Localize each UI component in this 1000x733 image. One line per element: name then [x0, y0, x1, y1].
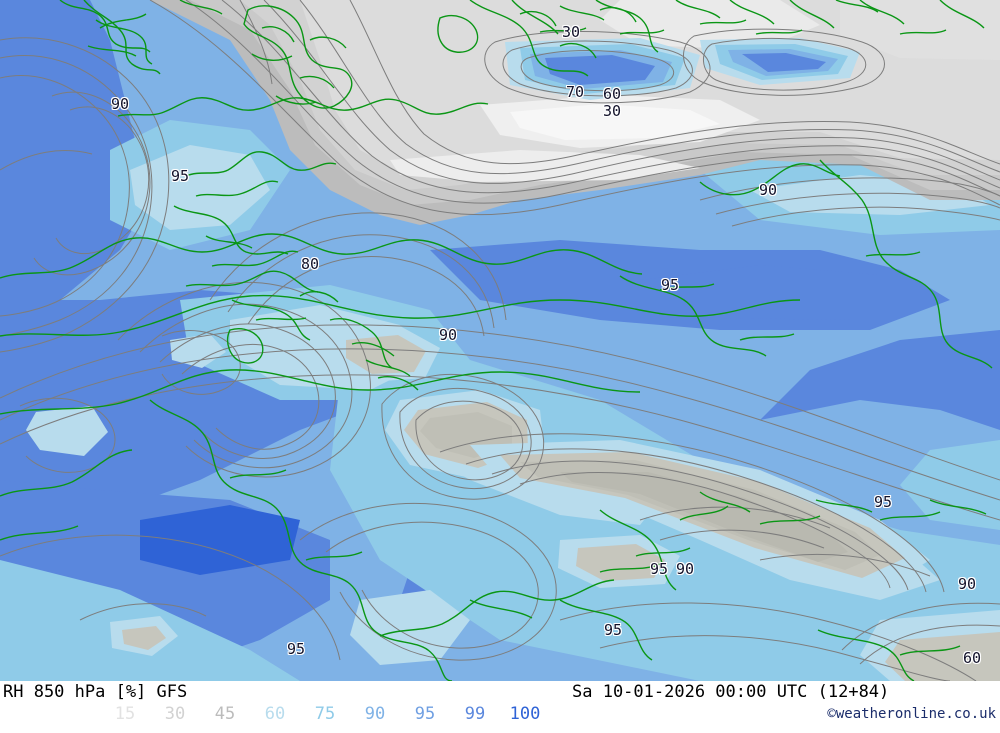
scale-value-45[interactable]: 45: [214, 704, 236, 724]
scale-value-15[interactable]: 15: [114, 704, 136, 724]
coastlines-borders: [0, 0, 993, 681]
rh-pocket-moist: [505, 38, 860, 100]
scale-value-75[interactable]: 75: [314, 704, 336, 724]
map-canvas: [0, 0, 1000, 681]
scale-value-90[interactable]: 90: [364, 704, 386, 724]
color-scale[interactable]: 15 30 45 60 75 90 95 99 100: [100, 705, 550, 724]
rh-small-grey: [26, 334, 226, 656]
map-footer: RH 850 hPa [%] GFS Sa 10-01-2026 00:00 U…: [0, 681, 1000, 733]
weather-map[interactable]: 90 95 80 30 70 60 30 90 95 90 95 95 90 90 95 95 60: [0, 0, 1000, 681]
product-title: RH 850 hPa [%] GFS: [3, 682, 188, 702]
scale-value-99[interactable]: 99: [464, 704, 486, 724]
scale-value-60[interactable]: 60: [264, 704, 286, 724]
validity-datetime: Sa 10-01-2026 00:00 UTC (12+84): [572, 682, 890, 702]
scale-value-95[interactable]: 95: [414, 704, 436, 724]
scale-value-100[interactable]: 100: [509, 704, 541, 724]
scale-value-30[interactable]: 30: [164, 704, 186, 724]
copyright-notice: ©weatheronline.co.uk: [827, 706, 996, 722]
